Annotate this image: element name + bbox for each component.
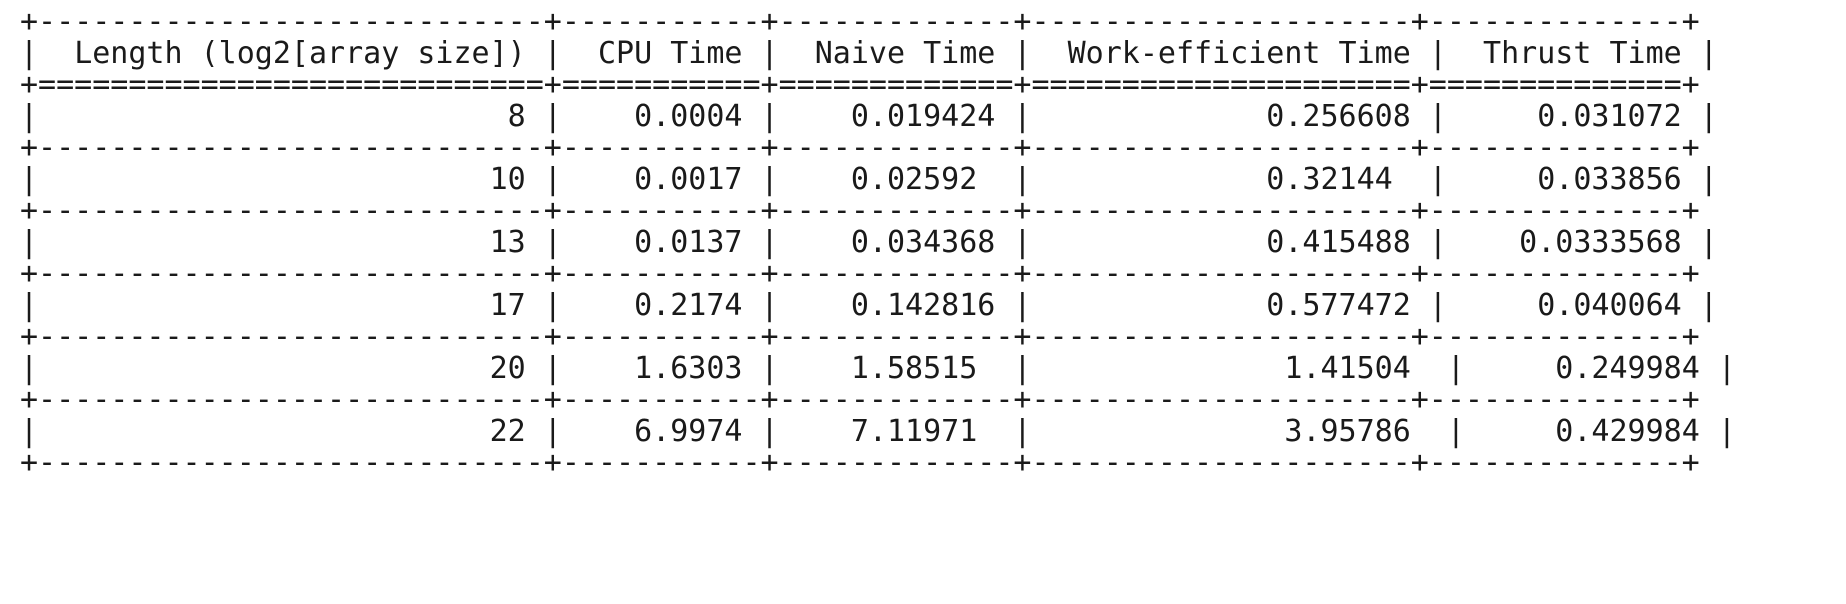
table-row-separator: +----------------------------+----------… (20, 193, 1700, 228)
cell-naive-time: 0.034368 (850, 224, 996, 260)
cell-naive-time: 7.11971 (850, 413, 978, 449)
table-row-separator: +----------------------------+----------… (20, 382, 1700, 417)
table-row-separator: +----------------------------+----------… (20, 319, 1700, 354)
cell-work-efficient-time: 0.415488 (1266, 224, 1411, 260)
header-cpu-time: CPU Time (597, 35, 743, 71)
table-header-separator: +============================+==========… (20, 67, 1700, 102)
cell-cpu-time: 6.9974 (634, 413, 743, 449)
table-row-separator: +----------------------------+----------… (20, 256, 1700, 291)
cell-length: 13 (489, 224, 526, 260)
cell-thrust-time: 0.040064 (1537, 287, 1682, 323)
cell-work-efficient-time: 1.41504 (1284, 350, 1411, 386)
cell-work-efficient-time: 0.577472 (1266, 287, 1411, 323)
cell-cpu-time: 1.6303 (634, 350, 743, 386)
table-row-separator: +----------------------------+----------… (20, 130, 1700, 165)
cell-thrust-time: 0.429984 (1555, 413, 1700, 449)
cell-cpu-time: 0.0137 (634, 224, 743, 260)
cell-work-efficient-time: 3.95786 (1284, 413, 1411, 449)
cell-thrust-time: 0.033856 (1537, 161, 1682, 197)
cell-cpu-time: 0.2174 (634, 287, 743, 323)
header-thrust-time: Thrust Time (1483, 35, 1682, 71)
cell-thrust-time: 0.249984 (1555, 350, 1700, 386)
cell-length: 20 (489, 350, 526, 386)
cell-cpu-time: 0.0004 (634, 98, 743, 134)
cell-thrust-time: 0.0333568 (1519, 224, 1682, 260)
cell-length: 17 (489, 287, 526, 323)
header-length: Length (log2[array size]) (74, 35, 526, 71)
cell-work-efficient-time: 0.32144 (1266, 161, 1393, 197)
table-row: | 20 | 1.6303 | 1.58515 | 1.41504 | 0.24… (20, 350, 1736, 386)
cell-thrust-time: 0.031072 (1537, 98, 1682, 134)
table-row: | 13 | 0.0137 | 0.034368 | 0.415488 | 0.… (20, 224, 1718, 260)
cell-length: 8 (507, 98, 526, 134)
table-border-bottom: +----------------------------+----------… (20, 445, 1700, 480)
cell-naive-time: 0.02592 (850, 161, 978, 197)
results-table: +----------------------------+----------… (20, 6, 1736, 479)
header-work-efficient-time: Work-efficient Time (1067, 35, 1411, 71)
cell-naive-time: 0.019424 (850, 98, 996, 134)
table-row: | 8 | 0.0004 | 0.019424 | 0.256608 | 0.0… (20, 98, 1718, 134)
table-row: | 10 | 0.0017 | 0.02592 | 0.32144 | 0.03… (20, 161, 1718, 197)
cell-cpu-time: 0.0017 (634, 161, 743, 197)
cell-naive-time: 0.142816 (850, 287, 996, 323)
table-row: | 22 | 6.9974 | 7.11971 | 3.95786 | 0.42… (20, 413, 1736, 449)
cell-length: 10 (489, 161, 526, 197)
table-row: | 17 | 0.2174 | 0.142816 | 0.577472 | 0.… (20, 287, 1718, 323)
table-border-top: +----------------------------+----------… (20, 4, 1700, 39)
cell-length: 22 (489, 413, 526, 449)
table-header-row: | Length (log2[array size]) | CPU Time |… (20, 35, 1718, 71)
cell-naive-time: 1.58515 (850, 350, 978, 386)
cell-work-efficient-time: 0.256608 (1266, 98, 1411, 134)
header-naive-time: Naive Time (814, 35, 996, 71)
